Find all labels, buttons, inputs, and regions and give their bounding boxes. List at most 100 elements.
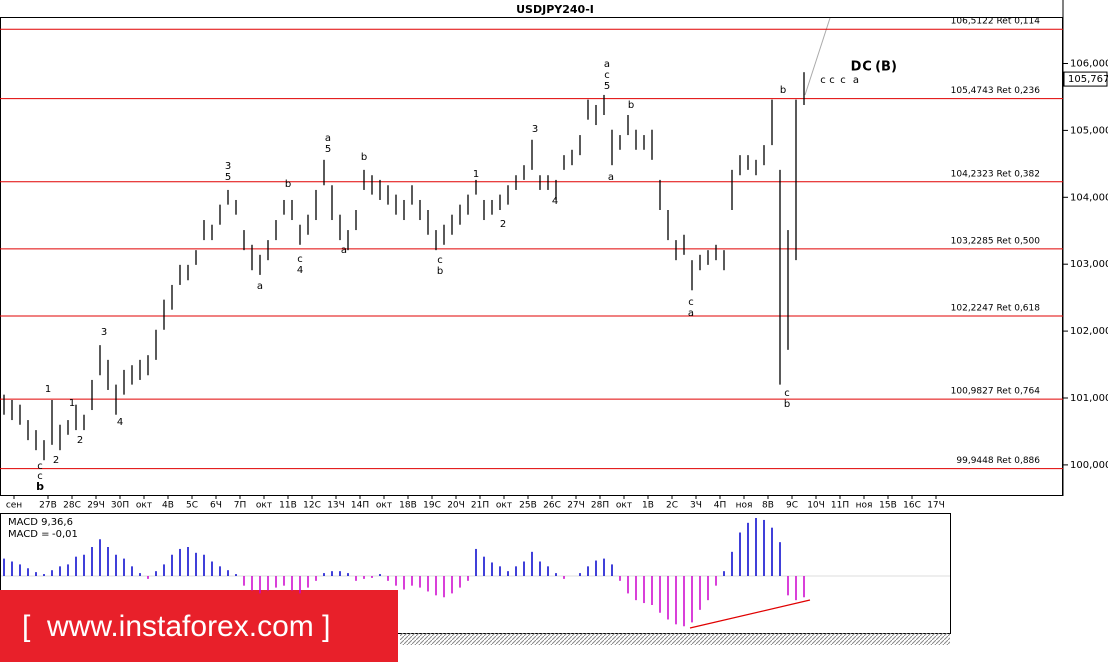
wave-label: c <box>37 461 43 472</box>
y-tick-label: 100,000 <box>1070 460 1108 471</box>
x-tick-label: 2С <box>666 501 678 511</box>
wave-label: c <box>297 254 303 265</box>
x-tick-label: 4В <box>162 501 174 511</box>
y-tick-label: 103,000 <box>1070 259 1108 270</box>
wave-label: 4 <box>552 196 558 207</box>
y-tick-label: 105,000 <box>1070 125 1108 136</box>
x-tick-label: 17Ч <box>927 501 945 511</box>
x-tick-label: 16С <box>903 501 921 511</box>
x-tick-label: 8В <box>762 501 774 511</box>
wave-label: 3 <box>101 327 107 338</box>
wave-label: c <box>840 75 846 86</box>
divergence-line <box>689 599 811 629</box>
x-tick-label: окт <box>616 501 632 511</box>
watermark: [ www.instaforex.com ] <box>22 610 330 643</box>
wave-label: c <box>829 75 835 86</box>
wave-label: a <box>608 172 614 183</box>
x-tick-label: 21П <box>471 501 489 511</box>
x-tick-label: 12С <box>303 501 321 511</box>
wave-label: c <box>784 388 790 399</box>
wave-label: 2 <box>500 219 506 230</box>
y-tick-label: 101,000 <box>1070 393 1108 404</box>
wave-label: a <box>604 59 610 70</box>
wave-label: b <box>780 85 786 96</box>
x-tick-label: 29Ч <box>87 501 105 511</box>
x-tick-label: ноя <box>856 501 873 511</box>
hatch <box>400 633 950 645</box>
x-tick-label: 27Ч <box>567 501 585 511</box>
x-tick-label: 11П <box>831 501 849 511</box>
wave-label: 2 <box>77 435 83 446</box>
wave-label: 4 <box>297 265 303 276</box>
wave-label: c <box>820 75 826 86</box>
wave-label: a <box>325 133 331 144</box>
fib-level-label: 103,2285 Ret 0,500 <box>951 236 1041 246</box>
x-tick-label: 25В <box>519 501 537 511</box>
wave-label: (B) <box>875 60 897 75</box>
x-tick-label: 14П <box>351 501 369 511</box>
x-tick-label: 19С <box>423 501 441 511</box>
x-tick-label: 10Ч <box>807 501 825 511</box>
last-price-label: 105,767 <box>1068 74 1108 85</box>
wave-label: b <box>36 480 44 493</box>
x-tick-label: 7П <box>234 501 247 511</box>
x-tick-label: 1В <box>642 501 654 511</box>
wave-label: 3 <box>532 124 538 135</box>
wave-label: 1 <box>473 169 479 180</box>
x-tick-label: окт <box>376 501 392 511</box>
fib-level-label: 105,4743 Ret 0,236 <box>951 86 1041 96</box>
x-tick-label: 28С <box>63 501 81 511</box>
wave-label: 1 <box>69 398 75 409</box>
wave-label: 1 <box>45 384 51 395</box>
x-tick-label: 3Ч <box>690 501 702 511</box>
indicator-value: -0,01 <box>52 529 78 540</box>
x-tick-label: 28П <box>591 501 609 511</box>
trend-line <box>804 17 831 96</box>
x-tick-label: ноя <box>736 501 753 511</box>
x-tick-label: сен <box>6 501 22 511</box>
fib-level-label: 104,2323 Ret 0,382 <box>951 169 1040 179</box>
wave-label: 5 <box>325 144 331 155</box>
wave-label: b <box>437 266 443 277</box>
x-tick-label: 18В <box>399 501 417 511</box>
wave-label: a <box>688 308 694 319</box>
x-tick-label: 11В <box>279 501 297 511</box>
wave-label: C <box>862 60 872 75</box>
wave-label: 5 <box>604 81 610 92</box>
x-tick-label: 4П <box>714 501 727 511</box>
wave-label: b <box>361 152 367 163</box>
y-tick-label: 106,000 <box>1070 58 1108 69</box>
wave-label: 2 <box>53 455 59 466</box>
fib-level-label: 100,9827 Ret 0,764 <box>951 387 1041 397</box>
wave-label: b <box>784 399 790 410</box>
x-tick-label: окт <box>136 501 152 511</box>
plot-frame <box>0 17 1063 496</box>
x-tick-label: 15В <box>879 501 897 511</box>
x-tick-label: 5С <box>186 501 198 511</box>
wave-label: b <box>285 179 291 190</box>
wave-label: a <box>341 245 347 256</box>
wave-label: 3 <box>225 161 231 172</box>
last-price-box <box>1063 71 1108 87</box>
y-tick-label: 102,000 <box>1070 326 1108 337</box>
wave-label: c <box>437 255 443 266</box>
indicator-value-name: MACD = <box>8 529 50 540</box>
wave-label: 4 <box>117 417 123 428</box>
wave-label: 5 <box>225 172 231 183</box>
x-tick-label: окт <box>256 501 272 511</box>
x-tick-label: 26С <box>543 501 561 511</box>
wave-label: c <box>37 471 43 482</box>
x-tick-label: окт <box>496 501 512 511</box>
watermark-box <box>0 590 398 662</box>
fib-level-label: 106,5122 Ret 0,114 <box>951 17 1041 27</box>
x-tick-label: 20Ч <box>447 501 465 511</box>
wave-label: a <box>853 75 859 86</box>
fib-level-label: 102,2247 Ret 0,618 <box>951 304 1041 314</box>
chart-title: USDJPY240-I <box>516 3 594 16</box>
y-tick-label: 104,000 <box>1070 192 1108 203</box>
fib-level-label: 99,9448 Ret 0,886 <box>956 456 1040 466</box>
wave-label: a <box>257 281 263 292</box>
wave-label: D <box>851 60 862 75</box>
